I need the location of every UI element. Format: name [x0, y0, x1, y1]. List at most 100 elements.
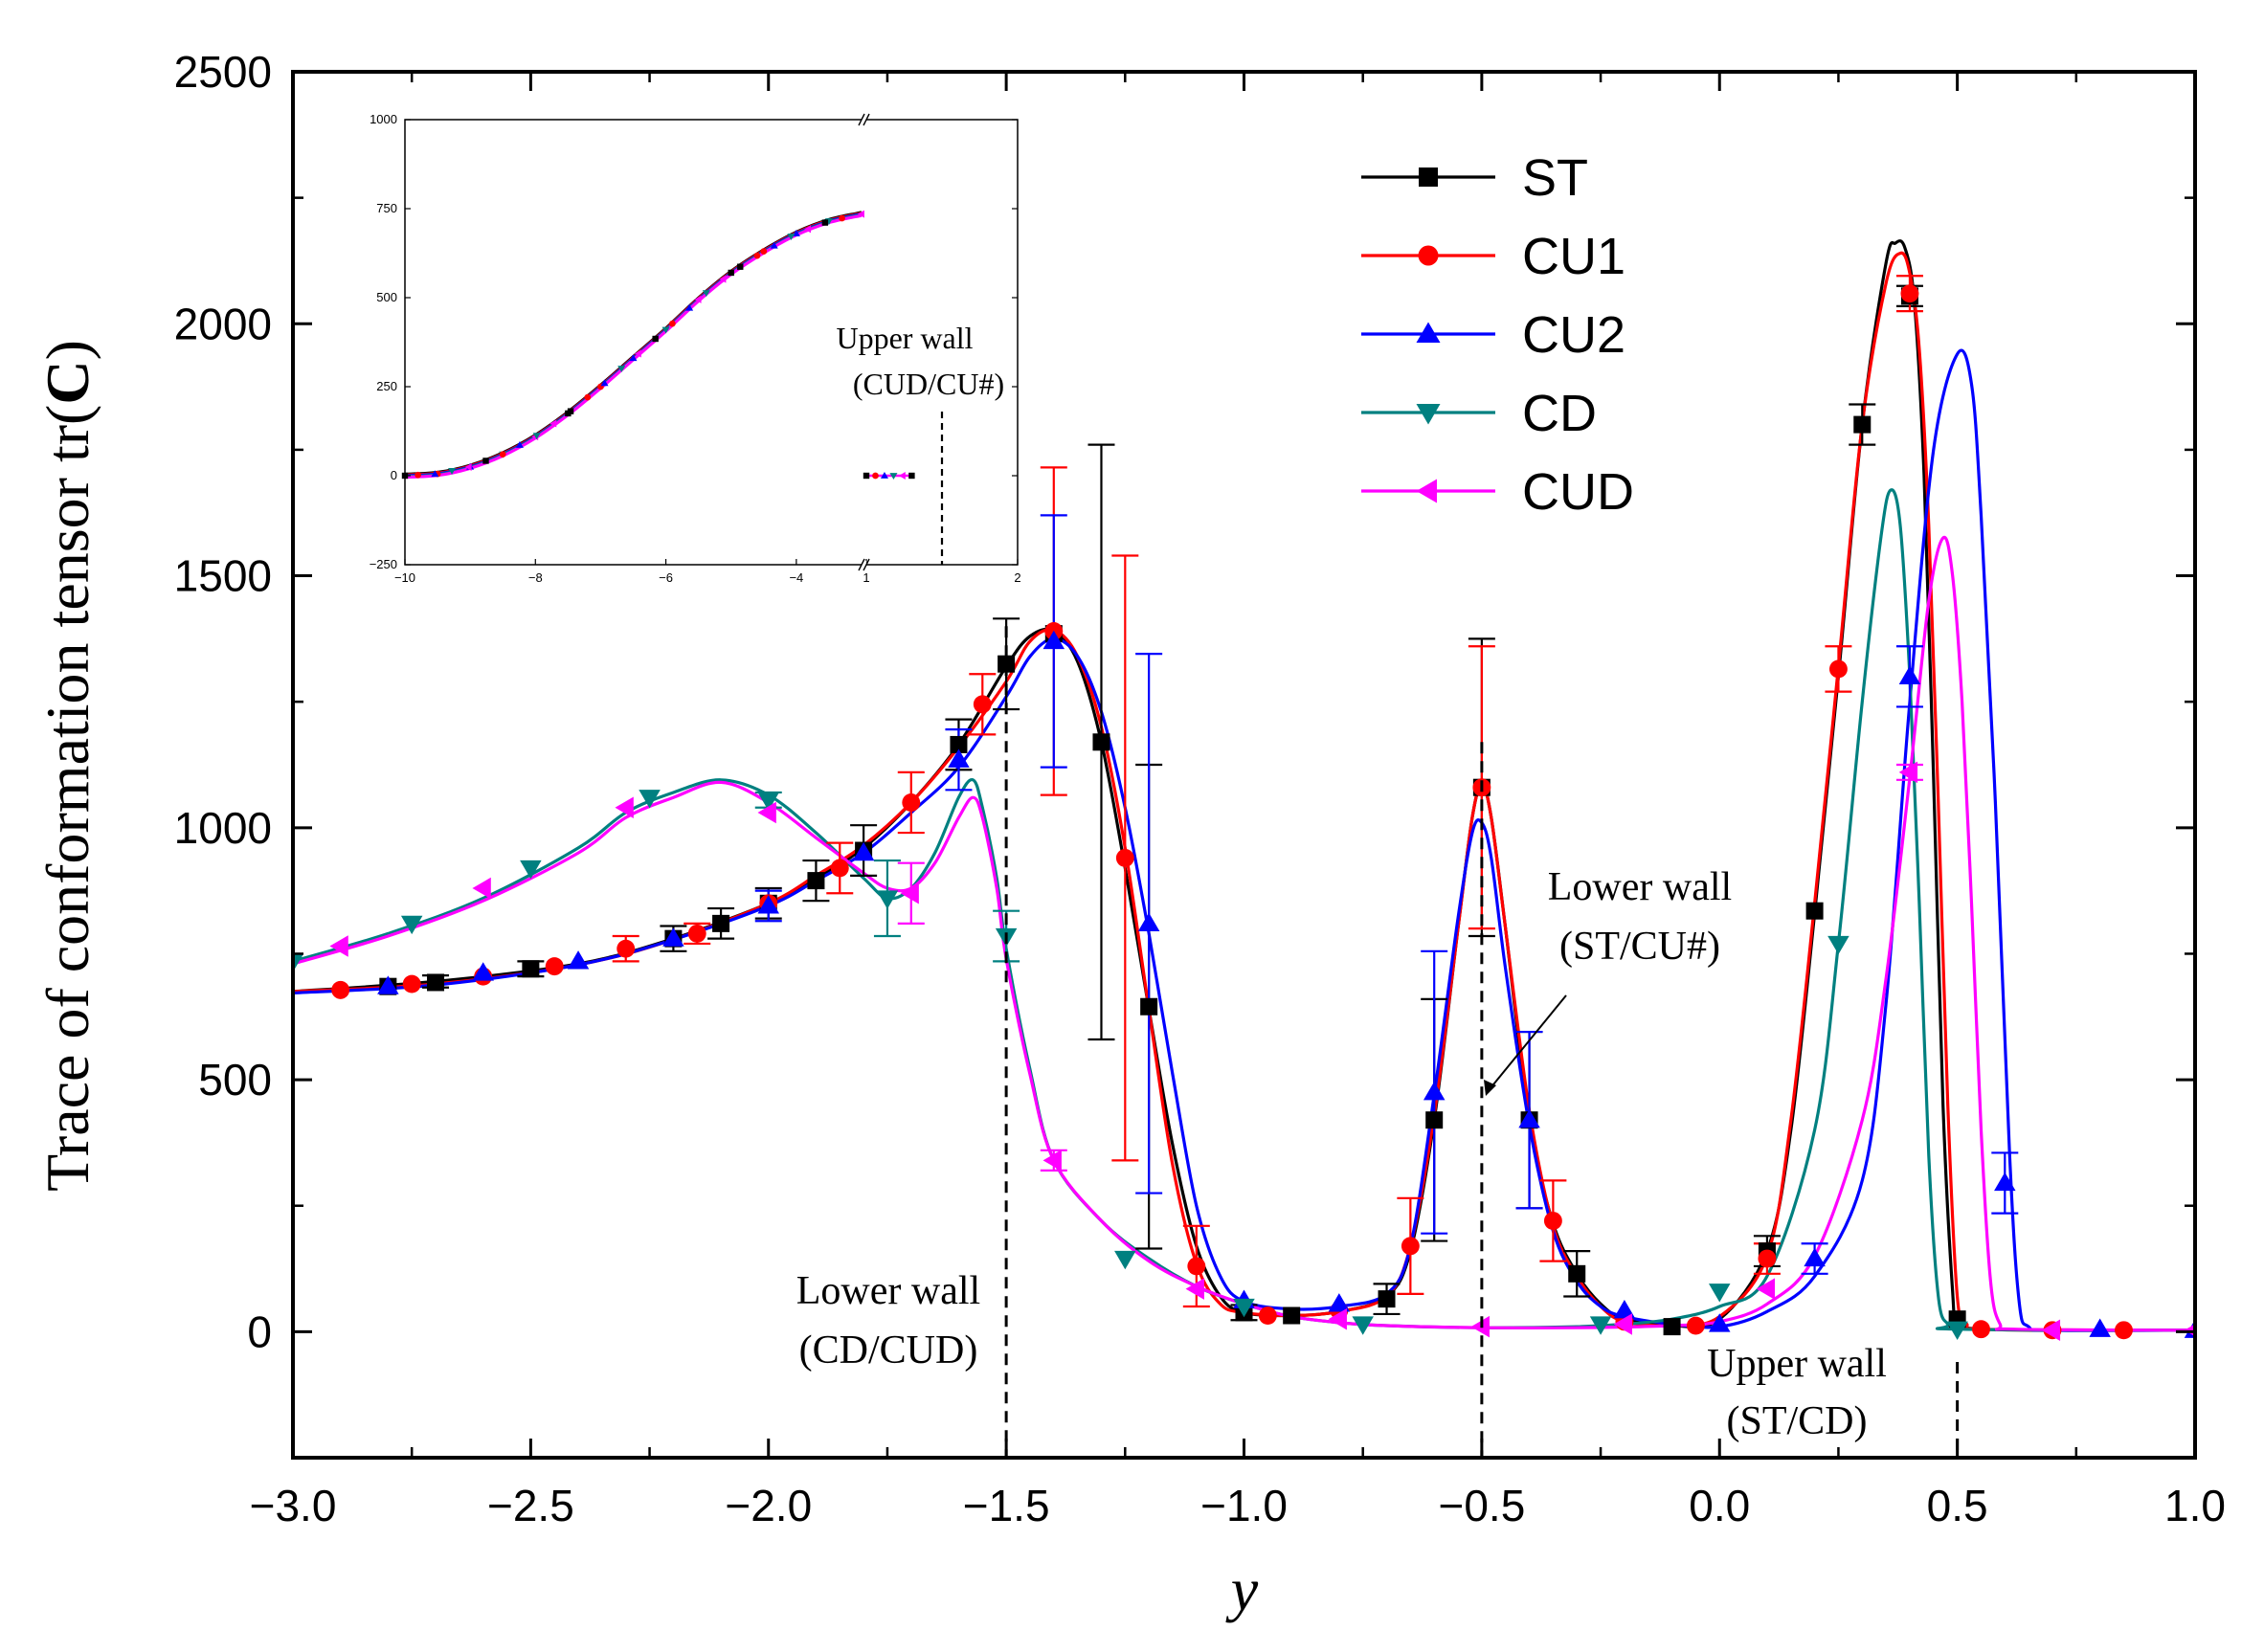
legend: ST CU1 CU2 CD CUD [1361, 149, 1634, 521]
marker-cu1-1 [402, 974, 421, 993]
marker-cud-9 [1613, 1313, 1632, 1335]
inset-fill-marker-18 [719, 275, 727, 283]
series-line-cud [293, 535, 2195, 1332]
svg-text:(ST/CU#): (ST/CU#) [1559, 925, 1720, 969]
inset-fill-marker-6 [515, 441, 524, 448]
inset-x-tick-label-left-1: −8 [528, 570, 543, 585]
marker-cu2-10 [1328, 1293, 1351, 1312]
svg-text:Lower wall: Lower wall [796, 1269, 980, 1313]
inset-flat-marker-4 [898, 472, 906, 480]
marker-st-6 [807, 872, 825, 890]
x-tick-label-8: 1.0 [2164, 1481, 2226, 1530]
inset-fill-marker-15 [669, 320, 676, 327]
marker-cu1-21 [1828, 659, 1848, 679]
marker-cu2-13 [1613, 1299, 1636, 1319]
marker-cu2-18 [2089, 1318, 2111, 1337]
legend-marker-cud [1416, 479, 1437, 503]
marker-cd-13 [1946, 1321, 1968, 1340]
marker-cud-13 [2184, 1324, 2195, 1337]
inset-y-tick-label-5: −250 [370, 557, 397, 571]
inset-annotation-upper-wall: Upper wall (CUD/CU#) [836, 321, 1004, 401]
y-tick-label-3: 1500 [174, 551, 272, 601]
x-tick-label-0: −3.0 [250, 1481, 337, 1530]
marker-st-4 [712, 914, 730, 932]
marker-cu2-2 [567, 950, 590, 970]
inset-axis-break-mark-b-0 [863, 113, 870, 126]
marker-st-11 [1092, 733, 1110, 751]
x-tick-label-3: −1.5 [963, 1481, 1050, 1530]
marker-cd-2 [520, 859, 542, 880]
marker-cu2-12 [1518, 1108, 1540, 1128]
inset-y-tick-label-1: 750 [376, 201, 397, 215]
y-tick-label-0: 0 [247, 1306, 272, 1356]
inset-axis-break-gap-0 [862, 116, 866, 123]
x-tick-label-2: −2.0 [725, 1481, 812, 1530]
marker-cd-1 [400, 915, 423, 935]
inset-fill-marker-17 [702, 290, 710, 298]
inset-fill-marker-1 [431, 470, 439, 478]
marker-cu1-0 [331, 980, 350, 999]
legend-marker-st [1419, 167, 1438, 187]
inset-flat-marker-1 [872, 472, 879, 480]
legend-item-cu2: CU2 [1361, 306, 1625, 364]
legend-marker-cd [1416, 404, 1441, 425]
marker-cu2-1 [472, 962, 494, 981]
marker-st-12 [1140, 997, 1158, 1016]
marker-cd-8 [1233, 1298, 1255, 1318]
marker-cud-1 [472, 877, 491, 900]
inset-flat-marker-0 [863, 472, 870, 480]
marker-cu1-5 [687, 924, 706, 943]
marker-cu2-17 [1994, 1172, 2016, 1192]
inset-fill-marker-21 [770, 241, 778, 249]
legend-label-cud: CUD [1522, 463, 1634, 521]
x-tick-label-7: 0.5 [1927, 1481, 1988, 1530]
inset-x-tick-label-left-3: −4 [789, 570, 803, 585]
marker-cud-5 [1042, 1150, 1062, 1172]
y-tick-label-1: 500 [198, 1055, 272, 1105]
inset-axis-break-mark-a-1 [858, 558, 865, 571]
annotation-arrow-line [1489, 994, 1567, 1090]
inset-x-tick-label-right-1: 2 [1014, 570, 1020, 585]
inset-fill-marker-22 [787, 234, 796, 241]
marker-st-15 [1378, 1290, 1396, 1308]
inset-plot: 1000 750 500 250 0 −250−10 −8 −6 −4 1 2 Upper wall… [370, 112, 1021, 585]
y-axis-title: Trace of conformation tensor tr(C) [34, 340, 101, 1192]
legend-label-st: ST [1522, 149, 1588, 207]
marker-cud-0 [329, 935, 348, 957]
marker-st-19 [1568, 1264, 1586, 1283]
inset-frame [404, 119, 1019, 566]
inset-fill-marker-3 [464, 462, 472, 471]
y-tick-label-5: 2500 [174, 47, 272, 97]
inset-marker-10 [728, 269, 734, 277]
inset-background [405, 120, 1018, 565]
marker-cud-6 [1185, 1278, 1204, 1300]
marker-st-14 [1283, 1306, 1301, 1325]
inset-fill-marker-2 [448, 467, 457, 475]
legend-label-cd: CD [1522, 385, 1597, 442]
y-tick-label-2: 1000 [174, 803, 272, 853]
inset-fill-marker-14 [652, 335, 659, 343]
marker-cd-0 [293, 953, 304, 972]
svg-text:Upper wall: Upper wall [1707, 1342, 1887, 1386]
marker-cu2-15 [1804, 1247, 1826, 1267]
legend-label-cu1: CU1 [1522, 228, 1625, 285]
marker-cd-5 [876, 890, 899, 909]
marker-st-9 [998, 655, 1016, 673]
marker-cu1-9 [973, 695, 992, 714]
marker-cud-7 [1328, 1307, 1347, 1330]
inset-flat-marker-2 [880, 472, 888, 479]
marker-cu1-15 [1401, 1237, 1420, 1256]
annotation-lower-wall-cd-cud: Lower wall (CD/CUD) [796, 1269, 980, 1373]
marker-cu2-3 [662, 927, 684, 947]
svg-text:Upper wall: Upper wall [836, 321, 973, 355]
marker-cud-12 [2041, 1319, 2061, 1342]
marker-cd-10 [1589, 1316, 1612, 1335]
marker-st-1 [427, 973, 445, 992]
inset-fill-marker-4 [482, 458, 489, 464]
inset-fill-marker-7 [532, 433, 541, 440]
inset-marker-7 [629, 354, 638, 362]
marker-cud-3 [757, 801, 776, 824]
inset-axis-break-mark-a-0 [858, 113, 865, 126]
marker-cud-10 [1756, 1278, 1776, 1300]
inset-marker-12 [792, 230, 800, 236]
